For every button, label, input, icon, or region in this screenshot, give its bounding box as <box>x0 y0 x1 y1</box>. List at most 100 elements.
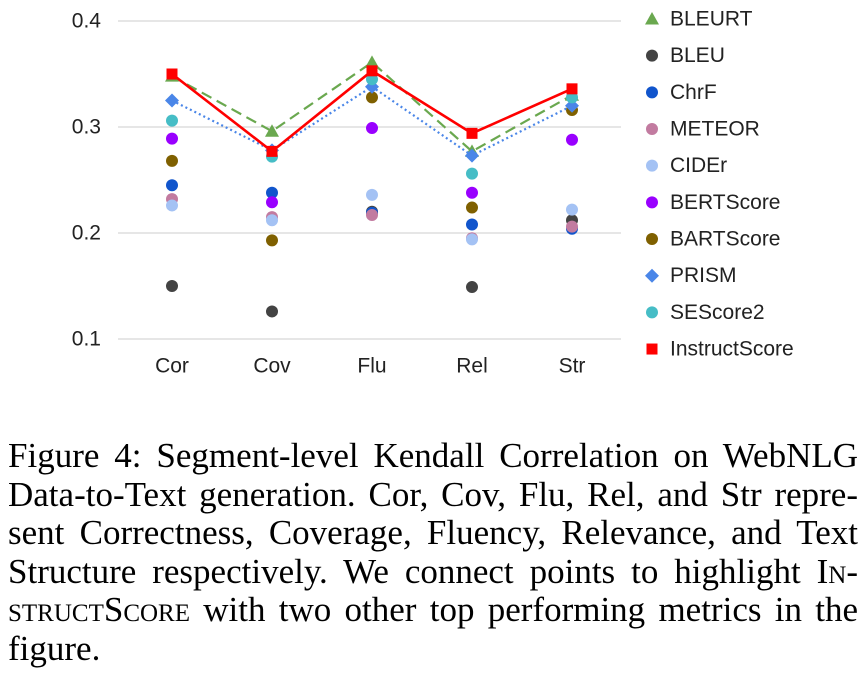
data-point-sescore2-rel <box>466 167 478 180</box>
caption-line: figure. <box>8 628 858 669</box>
legend-marker <box>646 306 658 319</box>
legend-marker <box>646 196 658 209</box>
legend-label: ChrF <box>670 81 717 104</box>
data-point-instructscore-cov <box>266 145 278 157</box>
x-tick-label: Cor <box>155 355 189 378</box>
caption-line: sent Correctness, Coverage, Fluency, Rel… <box>8 513 858 553</box>
data-point-bertscore-rel <box>466 186 478 199</box>
data-point-instructscore-str <box>566 83 578 95</box>
caption-text: sent Correctness, Coverage, Fluency, Rel… <box>8 513 858 553</box>
y-gridlines: 0.1 0.2 0.3 0.4 <box>72 10 621 351</box>
data-point-cider-flu <box>366 188 378 201</box>
caption-line: Data-to-Text generation. Cor, Cov, Flu, … <box>8 474 858 515</box>
caption-line: structScore with two other top performin… <box>8 591 858 630</box>
data-point-cider-str <box>566 203 578 216</box>
legend-item-chrf: ChrF <box>646 81 717 104</box>
data-point-bartscore-rel <box>466 201 478 214</box>
legend-item-bleu: BLEU <box>646 44 725 67</box>
legend-item-bartscore: BARTScore <box>646 228 781 251</box>
x-tick-label: Rel <box>456 355 488 378</box>
legend-marker <box>646 49 658 62</box>
data-point-bertscore-flu <box>366 122 378 135</box>
data-point-bertscore-cov <box>266 196 278 209</box>
legend-marker <box>645 268 659 283</box>
legend-label: CIDEr <box>670 154 727 177</box>
data-point-bartscore-cor <box>166 154 178 167</box>
caption-text: figure. <box>8 628 101 668</box>
x-axis-labels: Cor Cov Flu Rel Str <box>155 355 585 378</box>
series-prism <box>165 79 579 163</box>
legend: BLEURT BLEU ChrF METEOR CIDEr BERTScore BARTSc… <box>645 8 794 361</box>
caption-metric-name: structScore <box>8 590 190 630</box>
caption-line: Structure respectively. We connect point… <box>8 551 858 592</box>
caption-text: Figure 4: Segment-level Kendall Correlat… <box>8 436 858 475</box>
data-point-bleurt-flu <box>365 55 379 68</box>
legend-marker <box>646 123 658 136</box>
data-point-instructscore-rel <box>466 127 478 139</box>
legend-marker <box>646 159 658 172</box>
data-point-meteor-flu <box>366 208 378 221</box>
caption-metric-name: In- <box>816 551 858 591</box>
data-point-bleu-cov <box>266 305 278 318</box>
x-tick-label: Cov <box>253 355 291 378</box>
plot-area <box>165 55 579 318</box>
data-point-instructscore-flu <box>366 65 378 77</box>
data-point-bleurt-cov <box>265 124 279 137</box>
y-tick-label: 0.3 <box>72 116 101 139</box>
series-line-bleurt <box>171 61 573 153</box>
data-point-chrf-cor <box>166 179 178 192</box>
legend-label: BLEURT <box>670 8 753 31</box>
legend-label: SEScore2 <box>670 301 765 324</box>
legend-label: PRISM <box>670 264 737 287</box>
legend-marker <box>646 86 658 99</box>
data-point-bertscore-str <box>566 133 578 146</box>
data-point-sescore2-cor <box>166 114 178 127</box>
legend-label: BLEU <box>670 44 725 67</box>
legend-label: BERTScore <box>670 191 781 214</box>
legend-item-bleurt: BLEURT <box>645 8 753 31</box>
figure-caption: Figure 4: Segment-level Kendall Correlat… <box>8 436 858 669</box>
legend-marker <box>646 233 658 246</box>
data-point-bleu-rel <box>466 281 478 294</box>
data-point-cider-cov <box>266 214 278 227</box>
caption-text: Structure respectively. We connect point… <box>8 551 817 591</box>
data-point-meteor-str <box>566 220 578 233</box>
data-point-bartscore-cov <box>266 234 278 247</box>
legend-item-meteor: METEOR <box>646 118 760 141</box>
data-point-chrf-rel <box>466 218 478 231</box>
y-tick-label: 0.2 <box>72 222 101 245</box>
legend-item-instructscore: InstructScore <box>646 338 794 361</box>
legend-item-bertscore: BERTScore <box>646 191 781 214</box>
data-point-instructscore-cor <box>166 68 178 80</box>
data-point-prism-cor <box>165 93 179 108</box>
series-instructscore <box>166 65 578 157</box>
y-tick-label: 0.4 <box>72 10 102 33</box>
legend-marker <box>645 12 659 25</box>
caption-text: Data-to-Text generation. Cor, Cov, Flu, … <box>8 474 858 514</box>
legend-marker <box>646 343 658 355</box>
legend-label: BARTScore <box>670 228 781 251</box>
x-tick-label: Str <box>559 355 586 378</box>
legend-label: METEOR <box>670 118 760 141</box>
legend-item-sescore2: SEScore2 <box>646 301 765 324</box>
legend-item-cider: CIDEr <box>646 154 727 177</box>
legend-label: InstructScore <box>670 338 794 361</box>
series-cider <box>166 188 578 246</box>
caption-text: with two other top performing metrics in… <box>190 590 858 630</box>
data-point-prism-str <box>565 98 579 113</box>
chart: 0.1 0.2 0.3 0.4 Cor Cov Flu Rel Str BLEURT BLEU Chr… <box>72 8 794 378</box>
data-point-chrf-cov <box>266 186 278 199</box>
data-point-bertscore-cor <box>166 132 178 145</box>
data-point-bleu-cor <box>166 280 178 292</box>
data-point-cider-rel <box>466 233 478 246</box>
y-tick-label: 0.1 <box>72 328 101 351</box>
caption-line: Figure 4: Segment-level Kendall Correlat… <box>8 436 858 476</box>
series-bleu <box>166 205 578 318</box>
series-chrf <box>166 179 578 235</box>
data-point-cider-cor <box>166 199 178 212</box>
series-bertscore <box>166 122 578 209</box>
legend-item-prism: PRISM <box>645 264 737 287</box>
data-point-prism-rel <box>465 148 479 163</box>
x-tick-label: Flu <box>357 355 386 378</box>
